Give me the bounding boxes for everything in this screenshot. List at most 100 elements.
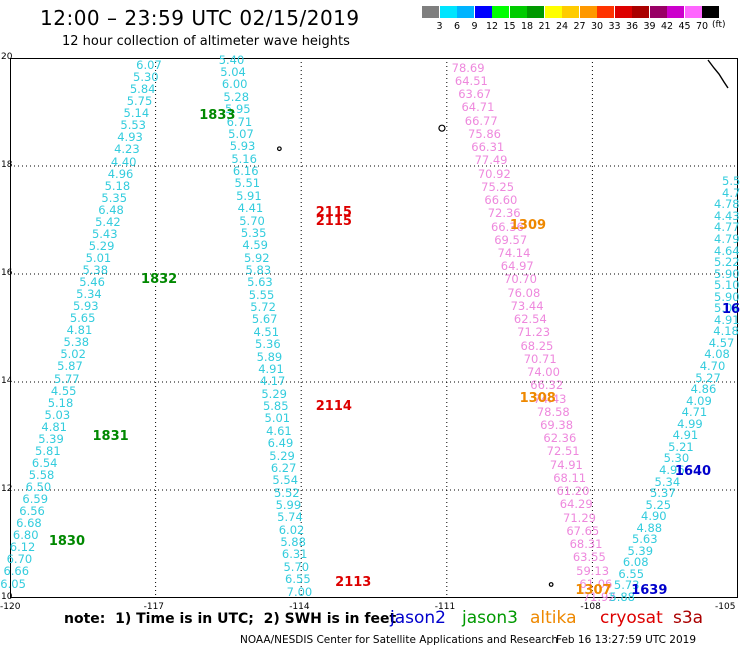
wave-height-value: 4.55 [50, 383, 77, 398]
wave-height-value: 5.01 [264, 411, 291, 426]
color-scale-label: 45 [678, 21, 691, 32]
wave-height-value: 4.61 [266, 423, 292, 438]
wave-height-value: 5.29 [88, 238, 115, 253]
color-scale-label: 9 [471, 21, 478, 32]
wave-height-value: 5.34 [76, 287, 102, 302]
wave-height-value: 4.91 [714, 312, 740, 327]
color-scale-swatch [422, 6, 439, 18]
color-scale-swatch [597, 6, 614, 18]
wave-height-value: 71.29 [563, 510, 596, 525]
wave-height-value: 4.18 [713, 324, 739, 339]
wave-height-value: 5.65 [69, 311, 96, 326]
credit-line: NOAA/NESDIS Center for Satellite Applica… [240, 634, 558, 646]
longitude-label: -114 [289, 602, 310, 612]
wave-height-value: 4.96 [107, 166, 134, 181]
wave-height-value: 5.85 [262, 399, 289, 414]
wave-height-value: 5.93 [229, 139, 256, 154]
wave-height-value: 5.72 [250, 300, 276, 315]
wave-height-value: 4.77 [714, 220, 740, 235]
latitude-label: 18 [1, 160, 13, 170]
wave-height-value: 5.39 [38, 431, 64, 446]
wave-height-value: 5.87 [57, 359, 83, 374]
wave-height-value: 73.44 [510, 298, 544, 313]
scale-units-label: (ft) [712, 20, 726, 30]
wave-height-value: 63.67 [458, 87, 492, 102]
wave-height-value: 6.54 [31, 455, 58, 470]
wave-height-value: 4.93 [117, 130, 143, 145]
longitude-label: -120 [0, 602, 21, 612]
wave-height-value: 5.07 [228, 126, 254, 141]
wave-height-value: 5.55 [248, 287, 275, 302]
color-scale-label: 70 [695, 21, 709, 32]
wave-height-value: 68.11 [553, 470, 587, 485]
wave-height-value: 4.91 [672, 428, 699, 443]
wave-height-value: 4.09 [686, 393, 712, 408]
wave-height-value: 66.77 [464, 113, 498, 128]
longitude-label: -108 [580, 602, 601, 612]
wave-height-value: 6.55 [285, 572, 311, 587]
pass-time-label: 2115 [315, 204, 352, 220]
wave-height-value: 74.43 [533, 391, 567, 406]
wave-height-value: 5.90 [714, 289, 740, 304]
wave-height-value: 5.53 [120, 118, 146, 133]
wave-height-value: 6.70 [6, 552, 33, 567]
wave-height-value: 4.57 [708, 335, 735, 350]
wave-height-value: 72.51 [546, 444, 580, 459]
island-marker [276, 146, 282, 152]
wave-height-value: 67.65 [566, 523, 600, 538]
wave-height-value: 6.05 [0, 576, 26, 591]
wave-height-value: 4.79 [714, 231, 740, 246]
wave-height-value: 5.18 [47, 395, 74, 410]
wave-height-value: 64.97 [500, 259, 534, 274]
legend-jason3: jason3 [462, 608, 518, 628]
wave-height-value: 61.20 [556, 484, 590, 499]
island-marker [438, 124, 446, 132]
wave-height-value: 5.14 [123, 106, 150, 121]
map-area [10, 58, 738, 598]
wave-height-value: 5.16 [231, 151, 257, 166]
wave-height-value: 62.36 [543, 431, 577, 446]
wave-height-value: 6.27 [270, 460, 297, 475]
wave-height-value: 5.27 [695, 370, 721, 385]
color-scale-label: 36 [625, 21, 639, 32]
wave-height-value: 5.89 [256, 349, 283, 364]
wave-height-value: 76.08 [507, 285, 541, 300]
wave-height-value: 6.55 [618, 566, 645, 581]
wave-height-value: 5.70 [239, 213, 265, 228]
wave-height-value: 4.96 [659, 462, 685, 477]
color-scale-swatch [702, 6, 719, 18]
wave-height-value: 59.13 [576, 563, 610, 578]
wave-height-value: 4.08 [704, 347, 730, 362]
wave-height-value: 64.29 [559, 497, 593, 512]
wave-height-value: 5.54 [272, 473, 299, 488]
color-scale-swatch [632, 6, 649, 18]
pass-time-label: 1833 [199, 107, 236, 123]
wave-height-value: 5.67 [251, 312, 278, 327]
pass-time-label: 1640 [674, 464, 712, 480]
wave-height-value: 4.64 [714, 243, 740, 258]
pass-time-label: 1307 [575, 582, 612, 598]
wave-height-value: 5.46 [79, 275, 105, 290]
wave-height-value: 5.04 [220, 65, 246, 80]
wave-height-value: 5.91 [236, 188, 262, 203]
wave-height-value: 5.63 [631, 532, 658, 547]
wave-height-value: 5.88 [280, 535, 306, 550]
wave-height-value: 4.51 [253, 324, 280, 339]
wave-height-value: 5.29 [269, 448, 295, 463]
wave-height-value: 74.91 [549, 457, 583, 472]
wave-height-value: 6.48 [98, 202, 124, 217]
color-scale-swatch [649, 6, 667, 18]
pass-time-label: 1831 [92, 429, 129, 444]
color-scale-label: 39 [643, 21, 656, 32]
wave-height-value: 5.38 [63, 335, 90, 350]
wave-height-value: 6.71 [226, 114, 253, 129]
wave-height-value: 4.43 [714, 208, 740, 223]
generated-timestamp: Feb 16 13:27:59 UTC 2019 [556, 634, 696, 646]
color-scale-swatch [492, 6, 509, 18]
color-scale-swatch [474, 6, 492, 18]
wave-height-value: 4.81 [66, 323, 93, 338]
wave-height-value: 75.86 [468, 126, 501, 141]
wave-height-value: 5.25 [645, 497, 672, 512]
wave-height-value: 70.70 [504, 272, 537, 287]
